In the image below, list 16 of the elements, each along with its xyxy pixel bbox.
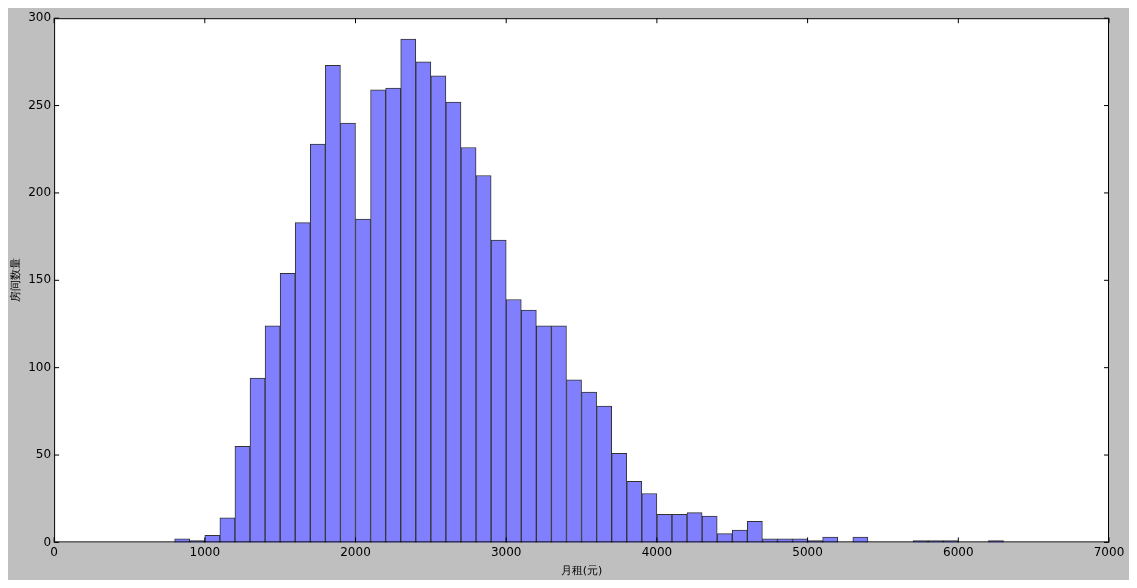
x-tick-label: 5000	[792, 544, 823, 559]
x-tick-label: 1000	[189, 544, 221, 559]
y-tick-label: 300	[28, 10, 52, 25]
x-tick-label: 7000	[1093, 544, 1125, 559]
x-axis-title: 月租(元)	[560, 564, 603, 578]
x-tick-label: 2000	[340, 544, 371, 559]
x-tick-label: 6000	[943, 544, 974, 559]
y-tick-label: 0	[43, 534, 52, 549]
y-axis-title: 房间数量	[9, 258, 23, 303]
y-tick-label: 200	[28, 185, 52, 200]
x-tick-label: 3000	[490, 544, 522, 559]
y-tick-label: 50	[35, 447, 52, 462]
y-tick-label: 150	[28, 272, 52, 287]
y-tick-label: 100	[28, 359, 52, 374]
y-tick-label: 250	[28, 97, 52, 112]
x-tick-label: 4000	[641, 544, 673, 559]
